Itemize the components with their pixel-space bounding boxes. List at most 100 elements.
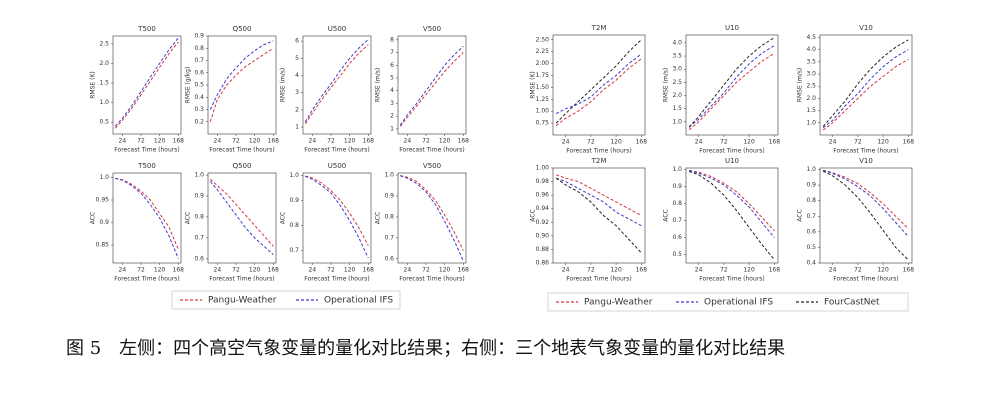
chart-title: V10 xyxy=(859,24,873,32)
x-tick-label: 120 xyxy=(344,138,356,145)
y-tick-label: 2.50 xyxy=(536,36,550,43)
y-tick-label: 0.5 xyxy=(194,82,204,89)
y-axis-label: RMSE (m/s) xyxy=(375,68,382,103)
plot-frame xyxy=(819,34,913,136)
x-tick-label: 24 xyxy=(309,138,317,145)
plot-frame xyxy=(552,167,646,264)
y-tick-label: 0.9 xyxy=(194,193,204,200)
y-tick-label: 0.6 xyxy=(806,228,816,235)
x-tick-label: 120 xyxy=(610,267,622,274)
series-line xyxy=(555,58,642,126)
y-tick-label: 1.5 xyxy=(806,107,816,114)
y-tick-label: 3.0 xyxy=(672,66,682,73)
y-tick-label: 2.0 xyxy=(806,95,816,102)
y-tick-label: 0.5 xyxy=(806,244,816,251)
y-tick-label: 1.0 xyxy=(672,118,682,125)
x-tick-label: 168 xyxy=(268,267,280,274)
series-line xyxy=(555,39,642,124)
y-tick-label: 2 xyxy=(390,113,394,120)
y-tick-label: 0.95 xyxy=(96,197,110,204)
y-tick-label: 0.85 xyxy=(96,242,110,249)
y-axis-label: RMSE (g/kg) xyxy=(185,67,192,104)
y-tick-label: 6 xyxy=(390,62,394,69)
y-axis-label: ACC xyxy=(375,212,382,224)
y-tick-label: 1 xyxy=(390,125,394,132)
series-line xyxy=(114,37,179,127)
x-tick-label: 24 xyxy=(829,267,837,274)
series-line xyxy=(822,39,909,127)
y-tick-label: 0.9 xyxy=(194,33,204,40)
y-axis-label: RMSE (m/s) xyxy=(280,68,287,103)
x-tick-label: 120 xyxy=(249,267,261,274)
legend-label: Operational IFS xyxy=(324,296,393,306)
x-tick-label: 168 xyxy=(903,267,915,274)
x-tick-label: 168 xyxy=(363,138,375,145)
y-tick-label: 1.0 xyxy=(99,174,109,181)
y-tick-label: 1.0 xyxy=(194,172,204,179)
series-line xyxy=(400,175,464,251)
legend-label: Pangu-Weather xyxy=(208,296,277,306)
y-tick-label: 4 xyxy=(295,72,299,79)
x-axis-label: Forecast Time (hours) xyxy=(833,148,898,155)
x-tick-label: 24 xyxy=(214,138,222,145)
y-tick-label: 0.4 xyxy=(194,94,204,101)
y-tick-label: 4.0 xyxy=(806,46,816,53)
y-axis-label: ACC xyxy=(90,212,97,224)
chart-title: U10 xyxy=(725,24,739,32)
plot-frame xyxy=(207,35,277,135)
series-line xyxy=(555,177,642,254)
x-tick-label: 72 xyxy=(422,267,430,274)
y-tick-label: 0.3 xyxy=(194,106,204,113)
x-tick-label: 168 xyxy=(363,267,375,274)
y-tick-label: 0.92 xyxy=(536,219,550,226)
y-axis-label: RMSE (K) xyxy=(530,71,537,98)
y-tick-label: 0.7 xyxy=(672,217,682,224)
x-tick-label: 24 xyxy=(562,139,570,146)
y-tick-label: 1.0 xyxy=(806,166,816,173)
chart-title: Q500 xyxy=(233,25,252,33)
x-tick-label: 72 xyxy=(137,267,145,274)
x-tick-label: 24 xyxy=(695,139,703,146)
y-tick-label: 4.0 xyxy=(672,39,682,46)
y-tick-label: 0.86 xyxy=(536,260,550,267)
series-line xyxy=(689,170,775,238)
legend-box xyxy=(171,290,401,310)
x-tick-label: 120 xyxy=(439,138,451,145)
x-tick-label: 168 xyxy=(458,267,470,274)
y-tick-label: 2 xyxy=(295,106,299,113)
y-tick-label: 0.6 xyxy=(384,255,394,262)
y-tick-label: 1.0 xyxy=(384,172,394,179)
y-axis-label: ACC xyxy=(185,212,192,224)
legend-box xyxy=(547,292,909,312)
x-tick-label: 168 xyxy=(173,267,185,274)
x-tick-label: 72 xyxy=(854,139,862,146)
y-tick-label: 0.6 xyxy=(194,69,204,76)
series-line xyxy=(209,47,274,122)
x-tick-label: 24 xyxy=(829,139,837,146)
plot-frame xyxy=(685,34,779,136)
y-axis-label: RMSE (K) xyxy=(90,71,97,98)
x-tick-label: 24 xyxy=(562,267,570,274)
chart-title: T500 xyxy=(137,162,156,170)
x-tick-label: 72 xyxy=(720,267,728,274)
y-tick-label: 2.5 xyxy=(806,83,816,90)
x-axis-label: Forecast Time (hours) xyxy=(699,276,764,283)
plot-frame xyxy=(397,35,467,135)
y-tick-label: 0.8 xyxy=(672,200,682,207)
chart-title: V500 xyxy=(423,25,441,33)
x-tick-label: 24 xyxy=(309,267,317,274)
y-tick-label: 0.7 xyxy=(289,247,299,254)
y-tick-label: 0.96 xyxy=(536,192,550,199)
series-line xyxy=(115,177,179,259)
x-axis-label: Forecast Time (hours) xyxy=(833,276,898,283)
x-tick-label: 168 xyxy=(636,139,648,146)
x-tick-label: 24 xyxy=(695,267,703,274)
y-tick-label: 1.50 xyxy=(536,84,550,91)
y-tick-label: 0.6 xyxy=(672,234,682,241)
x-axis-label: Forecast Time (hours) xyxy=(114,276,179,283)
series-line xyxy=(822,169,909,237)
x-tick-label: 72 xyxy=(232,267,240,274)
series-line xyxy=(305,175,369,246)
